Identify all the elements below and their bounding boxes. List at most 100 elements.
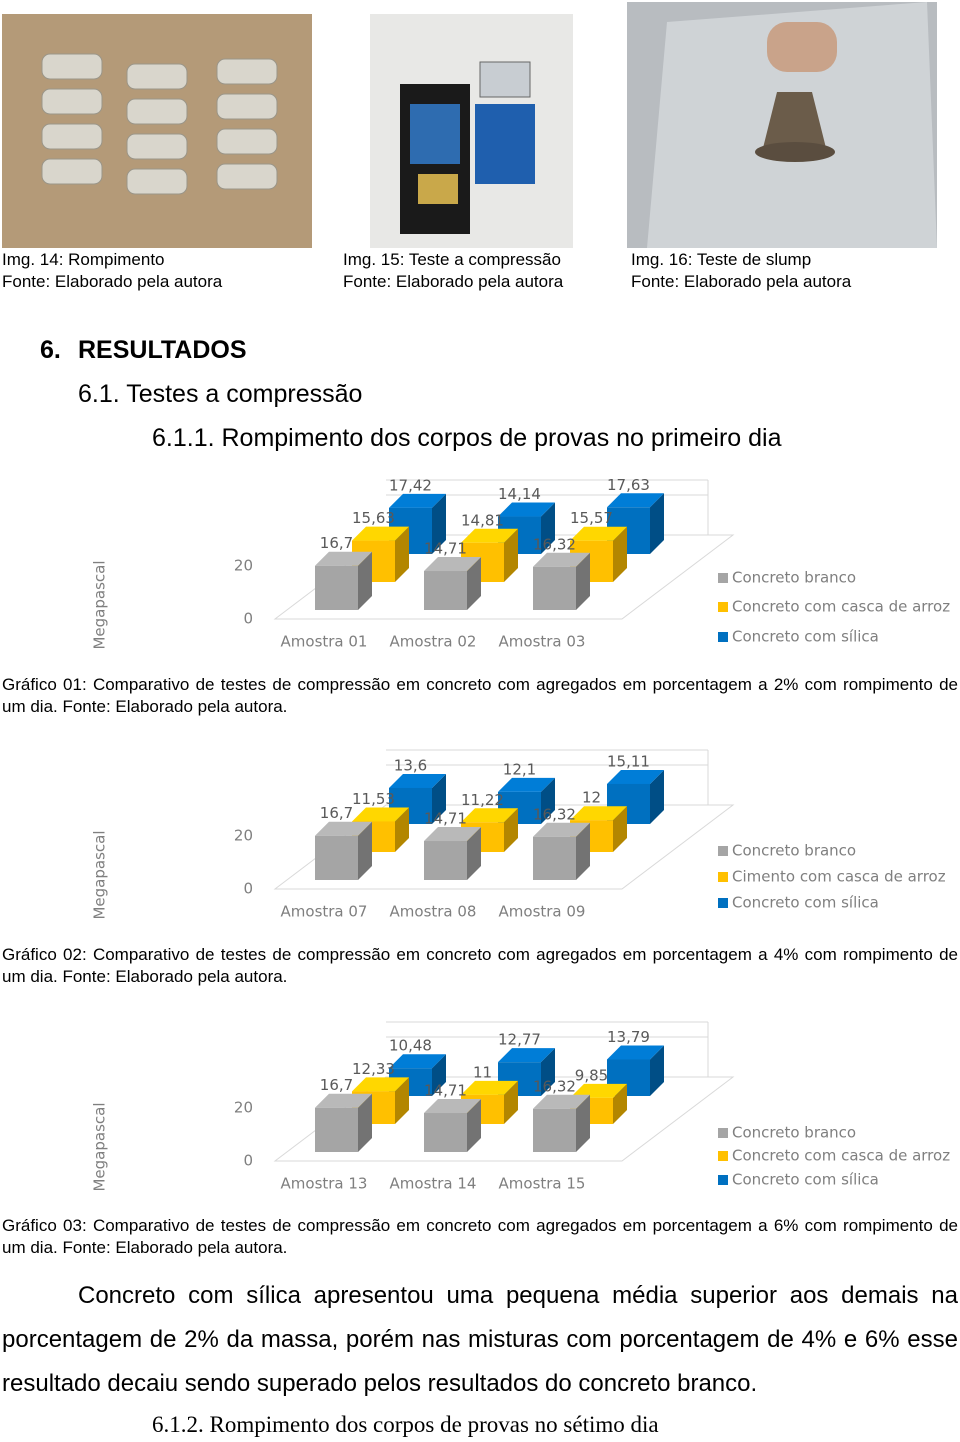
paragraph: Concreto com sílica apresentou uma peque… xyxy=(2,1282,958,1397)
bar xyxy=(424,1113,467,1152)
legend-swatch xyxy=(718,898,728,908)
section-title: RESULTADOS xyxy=(78,336,247,364)
data-label: 14,14 xyxy=(498,485,541,503)
data-label: 12,77 xyxy=(498,1031,541,1049)
bar-side xyxy=(613,1083,627,1124)
bar xyxy=(533,836,576,880)
data-label: 16,32 xyxy=(533,1077,576,1095)
data-label: 16,32 xyxy=(533,535,576,553)
next-heading: 6.1.2. Rompimento dos corpos de provas n… xyxy=(152,1412,659,1437)
figure-source: Fonte: Elaborado pela autora xyxy=(631,272,852,291)
data-label: 13,79 xyxy=(607,1028,650,1046)
bar-top xyxy=(461,1080,518,1095)
bar xyxy=(424,571,467,610)
bar-top xyxy=(498,1048,555,1063)
bar-top xyxy=(533,552,590,567)
bar-top xyxy=(607,769,664,784)
y-axis-label: Megapascal xyxy=(91,1102,109,1191)
bar xyxy=(533,566,576,610)
data-label: 16,32 xyxy=(533,805,576,823)
legend-label: Concreto com sílica xyxy=(732,628,879,646)
bar-side xyxy=(504,1080,518,1124)
bar-top xyxy=(607,1045,664,1060)
bar-top xyxy=(498,777,555,792)
x-tick-label: Amostra 14 xyxy=(390,1175,477,1193)
y-tick-label: 20 xyxy=(234,557,253,575)
section-number: 6. xyxy=(40,336,61,364)
bar-top xyxy=(352,807,409,822)
figure-caption: Img. 14: Rompimento xyxy=(2,250,165,269)
legend-swatch xyxy=(718,846,728,856)
chart-caption: Gráfico 02: Comparativo de testes de com… xyxy=(2,945,958,986)
data-label: 12 xyxy=(582,789,601,807)
bar-top xyxy=(424,827,481,842)
bar-top xyxy=(315,551,372,566)
bar-side xyxy=(432,493,446,554)
legend-label: Concreto com casca de arroz xyxy=(732,1147,950,1165)
subsubsection-heading: 6.1.1. Rompimento dos corpos de provas n… xyxy=(152,424,782,452)
bar-top xyxy=(424,557,481,572)
bar-side xyxy=(541,502,555,554)
bar-top xyxy=(461,808,518,823)
legend-label: Concreto branco xyxy=(732,842,856,860)
data-label: 15,63 xyxy=(352,509,395,527)
photo-slump xyxy=(627,2,937,248)
chart: Megapascal 0 20 Amostra 13 Amostra 14 Amostra… xyxy=(91,1021,950,1193)
bar-side xyxy=(358,1093,372,1152)
bar-top xyxy=(424,1099,481,1114)
bar-side xyxy=(613,526,627,582)
legend-label: Cimento com casca de arroz xyxy=(732,868,946,886)
bar-top xyxy=(570,1083,627,1098)
bar xyxy=(315,565,358,610)
legend-label: Concreto branco xyxy=(732,1124,856,1142)
bar-top xyxy=(389,1054,446,1069)
x-tick-label: Amostra 09 xyxy=(499,903,586,921)
x-tick-label: Amostra 02 xyxy=(390,633,477,651)
data-label: 12,33 xyxy=(352,1060,395,1078)
bar xyxy=(424,841,467,880)
photo-rompimento xyxy=(2,14,312,248)
bar-top xyxy=(315,821,372,836)
bar-top xyxy=(389,773,446,788)
bar-top xyxy=(461,528,518,543)
photo-prensa xyxy=(370,14,573,248)
data-label: 11,22 xyxy=(461,791,504,809)
bar-side xyxy=(504,528,518,582)
bar-top xyxy=(607,493,664,508)
legend-swatch xyxy=(718,632,728,642)
data-label: 15,11 xyxy=(607,752,650,770)
legend-swatch xyxy=(718,1151,728,1161)
bar-side xyxy=(576,1094,590,1152)
figure-source: Fonte: Elaborado pela autora xyxy=(2,272,223,291)
subsection-heading: 6.1. Testes a compressão xyxy=(78,380,363,408)
bar-top xyxy=(498,502,555,517)
y-axis-label: Megapascal xyxy=(91,560,109,649)
bar xyxy=(315,835,358,880)
data-label: 16,7 xyxy=(320,804,353,822)
data-label: 16,7 xyxy=(320,1076,353,1094)
bar-side xyxy=(541,1048,555,1096)
bar-side xyxy=(358,551,372,610)
bar-top xyxy=(570,526,627,541)
x-tick-label: Amostra 08 xyxy=(390,903,477,921)
bar xyxy=(533,1108,576,1152)
legend-label: Concreto com sílica xyxy=(732,894,879,912)
data-label: 14,71 xyxy=(424,1082,467,1100)
bar-top xyxy=(315,1093,372,1108)
bar-side xyxy=(395,526,409,582)
legend-swatch xyxy=(718,573,728,583)
x-tick-label: Amostra 13 xyxy=(281,1175,368,1193)
bar-top xyxy=(352,1077,409,1092)
data-label: 14,81 xyxy=(461,511,504,529)
legend-label: Concreto com casca de arroz xyxy=(732,598,950,616)
legend-label: Concreto branco xyxy=(732,569,856,587)
y-tick-label: 20 xyxy=(234,1099,253,1117)
legend-swatch xyxy=(718,872,728,882)
bar-top xyxy=(570,806,627,821)
y-tick-label: 0 xyxy=(243,880,253,898)
bar-side xyxy=(650,1045,664,1096)
bar-side xyxy=(395,1077,409,1124)
legend-swatch xyxy=(718,602,728,612)
x-tick-label: Amostra 15 xyxy=(499,1175,586,1193)
